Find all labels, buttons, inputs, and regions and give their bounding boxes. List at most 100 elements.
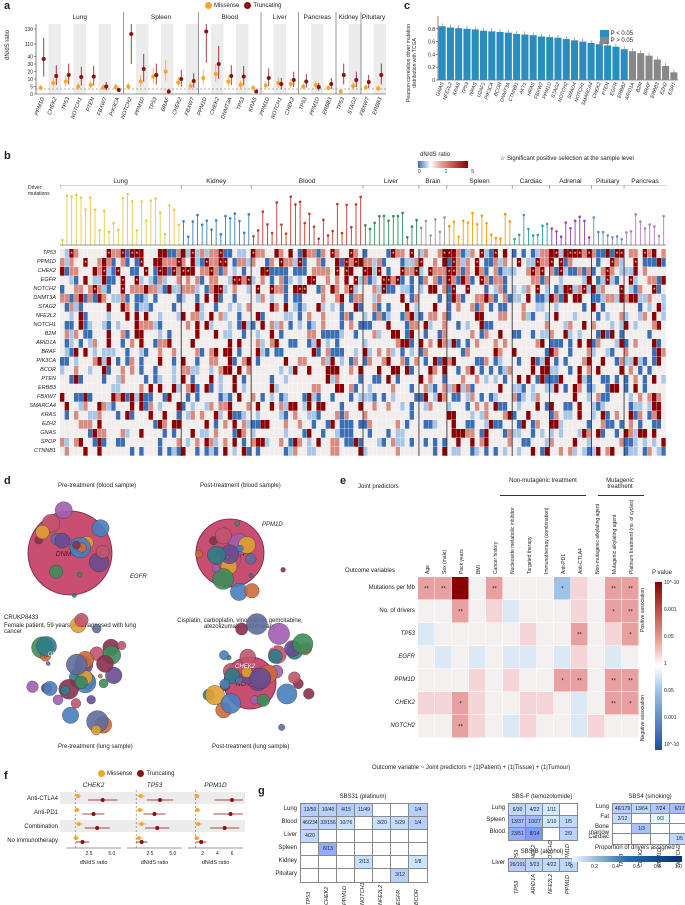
heat-cell: [484, 276, 489, 285]
heat-cell: [143, 258, 149, 267]
sig-star: *: [224, 261, 227, 267]
bar: [645, 55, 653, 80]
truncating-point: [230, 798, 234, 802]
clone-bubble: [96, 654, 114, 673]
heat-cell: [358, 429, 363, 438]
clone-bubble: [60, 685, 71, 696]
heat-cell: [134, 411, 139, 420]
x-tick-label: 5.0: [108, 851, 115, 857]
heat-cell: [404, 366, 410, 375]
heat-cell: [325, 357, 331, 366]
gene-label: BRAF: [41, 349, 56, 355]
heat-cell: [521, 366, 526, 375]
missense-point: [113, 85, 118, 89]
heat-cell: [414, 420, 419, 429]
heat-cell: [260, 438, 265, 447]
heat-cell: [87, 402, 93, 411]
heat-cell: [577, 447, 582, 456]
heat-cell: [344, 375, 349, 384]
heat-cell: [171, 330, 177, 339]
heat-cell: [78, 276, 84, 285]
heat-cell: [64, 348, 70, 357]
heat-cell: [474, 357, 480, 366]
heat-cell: [571, 646, 588, 669]
heat-cell: [596, 438, 601, 447]
heat-cell: [139, 321, 144, 330]
gene-tick-label: NOTCH1: [270, 97, 283, 120]
driver-point: [326, 234, 330, 237]
heat-cell: [535, 267, 540, 276]
heat-cell: [129, 447, 135, 456]
heat-cell: [251, 384, 256, 393]
heat-cell: [106, 339, 111, 348]
heat-cell: [274, 276, 279, 285]
heat-cell: [358, 411, 363, 420]
heat-cell: [83, 429, 88, 438]
heat-cell: [73, 447, 79, 456]
heat-cell: [470, 312, 475, 321]
heat-cell: [87, 438, 93, 447]
panel-a-legend: Missense Truncating: [205, 2, 281, 9]
heat-cell: [190, 393, 195, 402]
heat-cell: [568, 429, 573, 438]
heat-cell: [265, 357, 270, 366]
heat-cell: [572, 294, 578, 303]
heat-cell: [153, 393, 158, 402]
heat-cell: [143, 420, 149, 429]
heat-cell: [596, 420, 601, 429]
clone-bubble: [97, 673, 103, 679]
row-label: Combination: [24, 824, 58, 830]
heat-cell: [404, 330, 410, 339]
heat-cell: [83, 348, 88, 357]
sig-star: *: [588, 252, 591, 258]
heat-cell: [274, 267, 279, 276]
heat-cell: [288, 348, 293, 357]
heat-cell: [488, 438, 494, 447]
heat-cell: [614, 294, 620, 303]
heat-cell: [502, 366, 508, 375]
heat-cell: [484, 294, 489, 303]
heat-cell: [460, 339, 466, 348]
row-label: Anti-CTLA4: [27, 796, 59, 802]
heat-cell: [157, 411, 163, 420]
driver-point: [336, 202, 339, 206]
heat-cell: [582, 420, 587, 429]
heat-cell: [69, 285, 74, 294]
sig-star: *: [350, 252, 353, 258]
heat-cell: [120, 285, 125, 294]
heat-cell: [386, 303, 391, 312]
heat-cell: [92, 411, 97, 420]
heat-cell: [73, 321, 79, 330]
missense-point: [301, 84, 306, 89]
heat-cell: [558, 303, 564, 312]
heat-cell: [97, 438, 102, 447]
gene-label: KRAS: [41, 412, 56, 418]
heat-cell: [600, 249, 606, 258]
heat-cell: [69, 339, 74, 348]
heat-cell: [125, 375, 130, 384]
heat-cell: [554, 366, 559, 375]
heat-cell: [83, 339, 88, 348]
pre-lung-title: Pre-treatment (lung sample): [58, 744, 133, 750]
heat-cell: [274, 429, 279, 438]
heat-cell: [540, 411, 545, 420]
sig-star: *: [635, 261, 638, 267]
heat-cell: [661, 258, 666, 267]
heat-cell: [185, 411, 191, 420]
heat-cell: [199, 348, 205, 357]
heat-cell: [302, 348, 307, 357]
heat-cell: [87, 321, 93, 330]
heat-cell: [218, 330, 223, 339]
heat-cell: [87, 447, 93, 456]
heat-cell: [255, 339, 261, 348]
heat-cell: [288, 366, 293, 375]
heat-cell: [176, 339, 181, 348]
heat-cell: [558, 393, 564, 402]
sig-star: **: [628, 587, 633, 593]
clone-bubble: [219, 650, 229, 661]
missense-point: [213, 72, 218, 76]
driver-point: [266, 223, 269, 226]
heat-cell: [488, 276, 494, 285]
driver-point: [312, 225, 316, 228]
heat-cell: [92, 429, 97, 438]
